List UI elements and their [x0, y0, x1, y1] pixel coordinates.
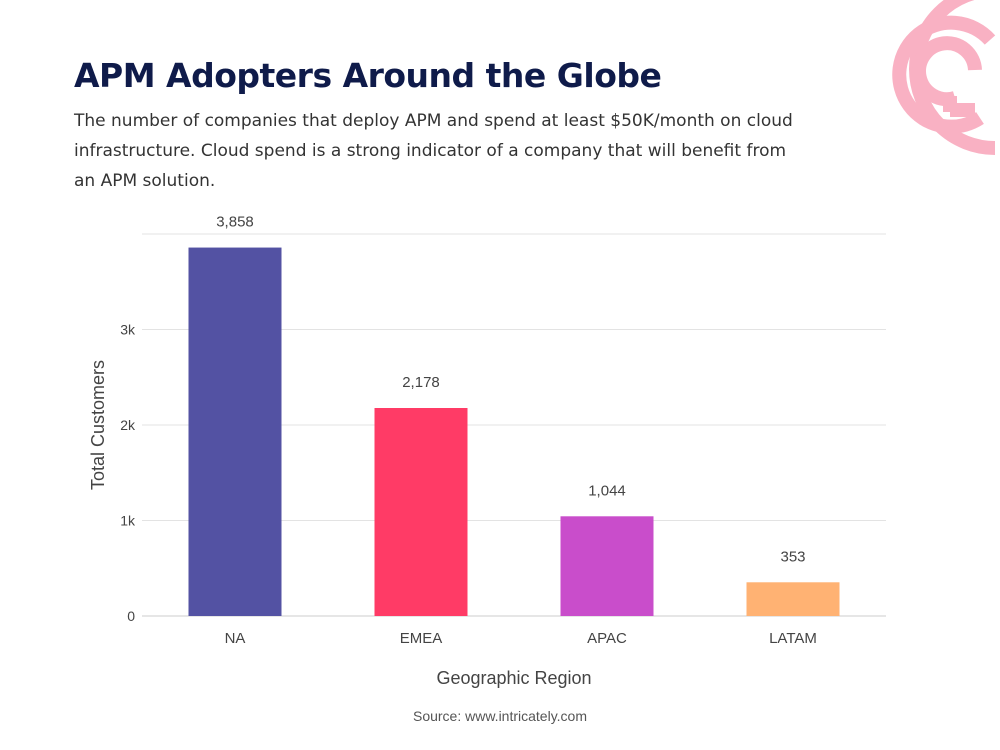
y-tick-label: 2k — [120, 417, 136, 433]
data-label: 3,858 — [216, 214, 254, 231]
y-axis-title: Total Customers — [88, 360, 108, 490]
data-label: 1,044 — [588, 482, 626, 499]
y-tick-label: 0 — [127, 608, 135, 624]
bar-emea — [374, 408, 468, 616]
x-tick-label: LATAM — [769, 630, 817, 647]
bar-na — [188, 247, 282, 616]
page-subtitle: The number of companies that deploy APM … — [74, 111, 793, 191]
x-axis-ticks: NA EMEA APAC LATAM — [225, 630, 817, 647]
concentric-circles-logo-icon — [892, 0, 996, 155]
x-tick-label: APAC — [587, 630, 627, 647]
bar-latam — [746, 582, 840, 616]
y-tick-label: 1k — [120, 513, 136, 529]
source-credit: Source: www.intricately.com — [412, 708, 587, 724]
x-tick-label: EMEA — [400, 630, 443, 647]
data-label: 2,178 — [402, 374, 440, 391]
page-title: APM Adopters Around the Globe — [74, 56, 662, 95]
data-label: 353 — [780, 548, 805, 565]
x-axis-title: Geographic Region — [436, 668, 591, 688]
bars — [188, 247, 840, 616]
data-labels: 3,858 2,178 1,044 353 — [216, 214, 805, 566]
y-axis-ticks: 0 1k 2k 3k — [120, 322, 136, 625]
y-tick-label: 3k — [120, 322, 136, 338]
x-tick-label: NA — [225, 630, 246, 647]
bar-apac — [560, 516, 654, 616]
